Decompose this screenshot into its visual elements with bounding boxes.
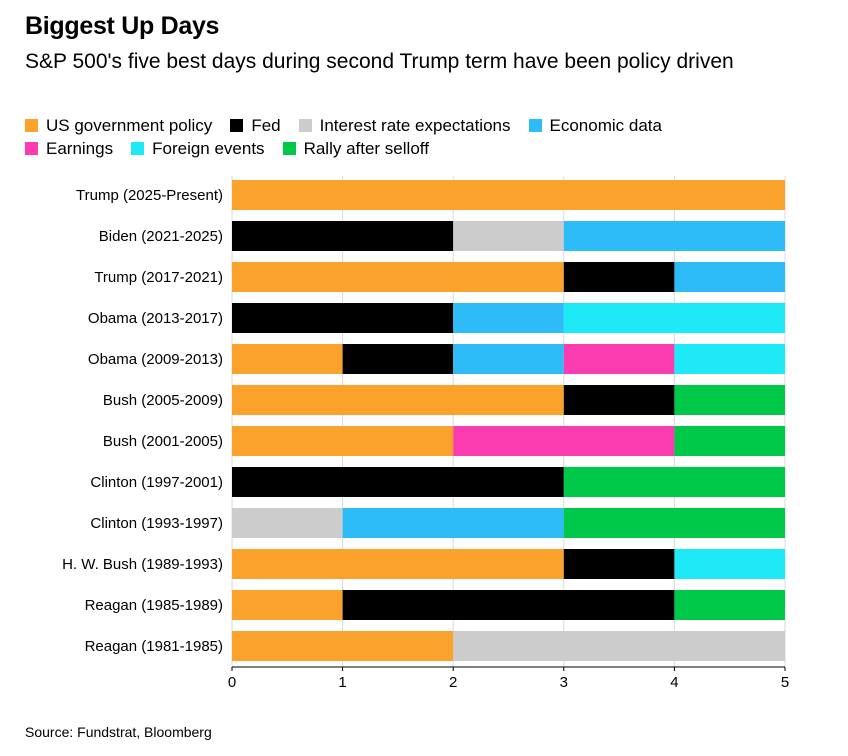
bar-segment bbox=[453, 303, 564, 333]
bar-segment bbox=[232, 549, 564, 579]
bar-segment bbox=[232, 344, 343, 374]
legend-row-1: US government policy Fed Interest rate e… bbox=[25, 114, 825, 137]
bar-segment bbox=[232, 426, 454, 456]
bar-segment bbox=[232, 590, 343, 620]
legend-item: Earnings bbox=[25, 139, 113, 159]
bar-segment bbox=[453, 221, 564, 251]
legend-item: US government policy bbox=[25, 116, 212, 136]
legend-swatch bbox=[25, 142, 38, 155]
bar-segment bbox=[342, 590, 675, 620]
bar-segment bbox=[563, 262, 675, 292]
category-label: Bush (2005-2009) bbox=[103, 392, 223, 409]
bar-segment bbox=[563, 549, 675, 579]
category-label: Clinton (1993-1997) bbox=[90, 515, 223, 532]
bar-segment bbox=[232, 508, 343, 538]
stacked-bar-chart: Trump (2025-Present) Biden (2021-2025) Tru… bbox=[62, 176, 789, 690]
legend-item: Fed bbox=[230, 115, 281, 136]
legend-item: Interest rate expectations bbox=[298, 115, 511, 136]
bar-segment bbox=[674, 262, 785, 292]
legend-label: Foreign events bbox=[152, 138, 265, 158]
legend-item: Economic data bbox=[528, 115, 662, 136]
legend-label: Earnings bbox=[46, 138, 114, 158]
legend-swatch bbox=[282, 142, 296, 155]
legend-item: Foreign events bbox=[131, 138, 265, 159]
legend-swatch bbox=[25, 119, 38, 132]
bar-segment bbox=[232, 180, 785, 210]
chart-subtitle: S&P 500's five best days during second T… bbox=[25, 50, 734, 73]
x-tick-label: 0 bbox=[228, 674, 236, 690]
bar-segment bbox=[232, 467, 564, 497]
x-tick-label: 5 bbox=[781, 674, 789, 690]
bar-segment bbox=[563, 508, 785, 538]
bar-segment bbox=[674, 344, 785, 374]
bar-segment bbox=[232, 385, 564, 415]
legend-label: Fed bbox=[251, 115, 281, 135]
bar-segment bbox=[232, 221, 454, 251]
x-tick-label: 2 bbox=[449, 674, 457, 690]
legend: US government policy Fed Interest rate e… bbox=[25, 114, 825, 160]
legend-swatch bbox=[131, 142, 145, 155]
legend-row-2: Earnings Foreign events Rally after sell… bbox=[25, 137, 825, 160]
legend-label: Economic data bbox=[549, 115, 662, 135]
category-label: Trump (2025-Present) bbox=[76, 187, 223, 204]
bar-segment bbox=[453, 426, 675, 456]
legend-swatch bbox=[298, 119, 312, 132]
x-tick-label: 3 bbox=[560, 674, 568, 690]
legend-item: Rally after selloff bbox=[282, 138, 429, 159]
bar-segment bbox=[342, 344, 454, 374]
category-label: Clinton (1997-2001) bbox=[90, 474, 223, 491]
category-label: Reagan (1981-1985) bbox=[85, 638, 223, 655]
bar-segment bbox=[232, 631, 454, 661]
bar-segment bbox=[674, 590, 785, 620]
category-label: Biden (2021-2025) bbox=[99, 228, 223, 245]
bar-segment bbox=[563, 221, 785, 251]
source-note: Source: Fundstrat, Bloomberg bbox=[25, 724, 212, 740]
bar-segment bbox=[563, 344, 675, 374]
bar-segment bbox=[674, 426, 785, 456]
x-tick-label: 1 bbox=[338, 674, 346, 690]
legend-swatch bbox=[528, 119, 542, 132]
legend-label: Rally after selloff bbox=[303, 138, 429, 158]
x-tick-label: 4 bbox=[670, 674, 678, 690]
bar-segment bbox=[453, 344, 564, 374]
bar-segment bbox=[563, 303, 785, 333]
bar-segment bbox=[453, 631, 785, 661]
bar-segment bbox=[674, 549, 785, 579]
category-label: Trump (2017-2021) bbox=[94, 269, 223, 286]
bar-segment bbox=[232, 262, 564, 292]
bar-segment bbox=[563, 467, 785, 497]
category-label: Obama (2009-2013) bbox=[88, 351, 223, 368]
legend-label: Interest rate expectations bbox=[319, 115, 511, 135]
bar-segment bbox=[342, 508, 564, 538]
bar-segment bbox=[232, 303, 454, 333]
bar-segment bbox=[674, 385, 785, 415]
bar-segment bbox=[563, 385, 675, 415]
category-label: Obama (2013-2017) bbox=[88, 310, 223, 327]
category-label: Bush (2001-2005) bbox=[103, 433, 223, 450]
category-label: H. W. Bush (1989-1993) bbox=[62, 556, 223, 573]
category-label: Reagan (1985-1989) bbox=[85, 597, 223, 614]
legend-label: US government policy bbox=[46, 115, 213, 135]
chart-title: Biggest Up Days bbox=[25, 12, 220, 40]
legend-swatch bbox=[230, 119, 244, 132]
